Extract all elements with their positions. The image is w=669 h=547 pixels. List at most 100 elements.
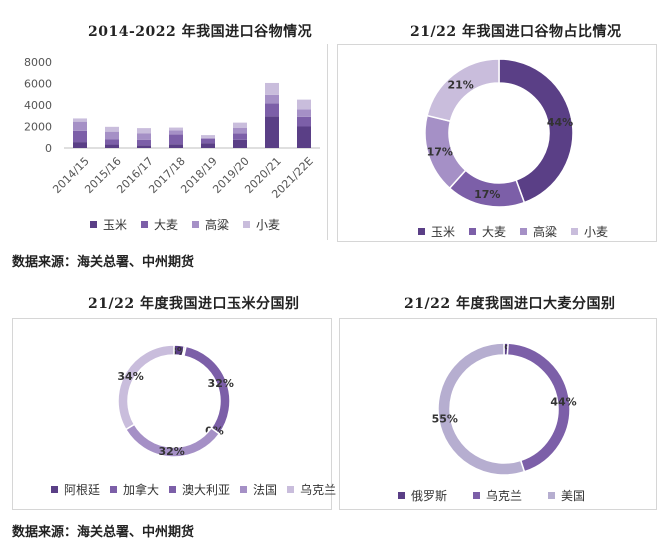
y-tick-label: 0 xyxy=(45,142,52,155)
corn-legend-item-4: 乌克兰 xyxy=(287,481,336,498)
legend-label: 小麦 xyxy=(256,218,281,232)
bar-segment-小麦 xyxy=(297,99,311,110)
bar-segment-高粱 xyxy=(233,128,247,134)
slice-data-label: 17% xyxy=(427,145,453,158)
legend-label: 乌克兰 xyxy=(300,483,337,497)
chart-title-share: 21/22 年我国进口谷物占比情况 xyxy=(410,24,622,40)
slice-data-label: 44% xyxy=(547,116,573,129)
legend-swatch xyxy=(469,228,477,235)
legend-swatch xyxy=(473,492,481,499)
legend-label: 美国 xyxy=(561,489,586,503)
corn-legend-item-1: 加拿大 xyxy=(110,481,159,498)
bar-segment-大麦 xyxy=(105,139,119,145)
legend-label: 大麦 xyxy=(154,218,179,232)
share-chart-panel: 44% 17% 17% 21% 玉米 大麦 高粱 小麦 xyxy=(337,44,657,242)
legend-label: 俄罗斯 xyxy=(411,489,448,503)
bar-segment-小麦 xyxy=(137,128,151,134)
corn-legend-item-0: 阿根廷 xyxy=(51,481,100,498)
bar-legend-item-1: 大麦 xyxy=(141,216,178,233)
bar-legend-item-0: 玉米 xyxy=(90,216,127,233)
legend-swatch xyxy=(192,221,200,228)
legend-label: 加拿大 xyxy=(123,483,160,497)
slice-data-label: 34% xyxy=(117,370,143,383)
legend-label: 高粱 xyxy=(205,218,230,232)
chart-title-barley-origin: 21/22 年度我国进口大麦分国别 xyxy=(404,296,616,312)
legend-swatch xyxy=(548,492,556,499)
legend-label: 阿根廷 xyxy=(64,483,101,497)
data-source-top: 数据来源：海关总署、中州期货 xyxy=(12,255,195,270)
legend-label: 小麦 xyxy=(584,225,609,239)
share-legend-item-2: 高粱 xyxy=(520,223,557,240)
bar-segment-小麦 xyxy=(265,82,279,95)
legend-swatch xyxy=(110,486,118,493)
bar-chart-panel: 0 2000 4000 6000 8000 2014/15 2015/16 2016/17 20… xyxy=(12,44,328,240)
legend-swatch xyxy=(571,228,579,235)
bar-segment-大麦 xyxy=(169,134,183,145)
legend-label: 大麦 xyxy=(482,225,507,239)
barley-legend-item-2: 美国 xyxy=(548,487,585,504)
bar-segment-玉米 xyxy=(265,116,279,148)
bar-segment-大麦 xyxy=(73,130,87,143)
bar-legend-item-3: 小麦 xyxy=(243,216,280,233)
legend-swatch xyxy=(418,228,425,235)
share-legend-item-0: 玉米 xyxy=(418,223,455,240)
barley-slice-2 xyxy=(437,342,526,476)
barley-origin-legend: 俄罗斯 乌克兰 美国 xyxy=(398,487,585,504)
bar-segment-玉米 xyxy=(201,143,215,148)
barley-legend-item-1: 乌克兰 xyxy=(473,487,522,504)
bar-segment-高粱 xyxy=(265,94,279,104)
legend-swatch xyxy=(141,221,149,228)
barley-legend-item-0: 俄罗斯 xyxy=(398,487,447,504)
legend-label: 高粱 xyxy=(533,225,558,239)
bar-segment-高粱 xyxy=(137,133,151,140)
bar-segment-高粱 xyxy=(169,130,183,135)
y-tick-label: 4000 xyxy=(24,99,52,112)
corn-origin-legend: 阿根廷 加拿大 澳大利亚 法国 乌克兰 xyxy=(51,481,336,498)
bar-segment-玉米 xyxy=(169,144,183,148)
bar-segment-大麦 xyxy=(201,138,215,144)
bar-segment-大麦 xyxy=(137,139,151,146)
bar-segment-小麦 xyxy=(105,126,119,132)
chart-title-corn-origin: 21/22 年度我国进口玉米分国别 xyxy=(88,296,300,312)
bar-segment-小麦 xyxy=(73,118,87,122)
bar-segment-玉米 xyxy=(137,145,151,148)
corn-legend-item-2: 澳大利亚 xyxy=(169,481,230,498)
bar-segment-大麦 xyxy=(233,133,247,140)
corn-legend-item-3: 法国 xyxy=(240,481,277,498)
legend-swatch xyxy=(398,492,405,499)
bar-legend-item-2: 高粱 xyxy=(192,216,229,233)
bar-segment-玉米 xyxy=(105,144,119,148)
stacked-bar-chart: 020004000600080002014/152015/162016/1720… xyxy=(24,56,320,201)
bar-segment-玉米 xyxy=(297,126,311,148)
legend-swatch xyxy=(169,486,177,493)
legend-swatch xyxy=(240,486,248,493)
slice-data-label: 17% xyxy=(474,188,500,201)
bar-segment-高粱 xyxy=(297,109,311,117)
slice-data-label: 32% xyxy=(159,445,185,458)
y-tick-label: 6000 xyxy=(24,78,52,91)
bar-segment-玉米 xyxy=(233,139,247,148)
bar-chart-legend: 玉米 大麦 高粱 小麦 xyxy=(90,216,280,233)
legend-label: 玉米 xyxy=(103,218,128,232)
share-donut-chart: 44% 17% 17% 21% xyxy=(424,58,574,208)
barley-origin-panel: 1% 44% 55% 俄罗斯 乌克兰 美国 xyxy=(339,318,657,510)
share-slice-0 xyxy=(498,58,574,204)
slice-data-label: 55% xyxy=(432,412,458,425)
corn-slice-5 xyxy=(117,344,175,431)
legend-swatch xyxy=(520,228,528,235)
legend-label: 法国 xyxy=(253,483,278,497)
barley-origin-donut-chart: 1%44%55% xyxy=(432,342,577,476)
bar-segment-大麦 xyxy=(297,116,311,127)
legend-label: 乌克兰 xyxy=(486,489,523,503)
legend-label: 澳大利亚 xyxy=(182,483,231,497)
bar-segment-大麦 xyxy=(265,103,279,117)
legend-swatch xyxy=(243,221,251,228)
bar-segment-高粱 xyxy=(201,137,215,139)
legend-label: 玉米 xyxy=(431,225,456,239)
y-tick-label: 8000 xyxy=(24,56,52,69)
bar-segment-小麦 xyxy=(201,135,215,138)
slice-data-label: 44% xyxy=(550,395,576,408)
legend-swatch xyxy=(287,486,295,493)
chart-title-imports: 2014-2022 年我国进口谷物情况 xyxy=(88,24,313,40)
bar-segment-高粱 xyxy=(105,131,119,140)
